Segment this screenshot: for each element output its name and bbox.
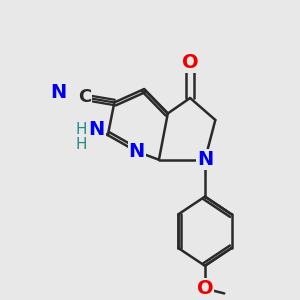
Text: H: H xyxy=(76,136,87,152)
Text: N: N xyxy=(128,142,145,161)
Text: N: N xyxy=(88,120,105,139)
Text: N: N xyxy=(197,150,213,169)
Text: O: O xyxy=(196,279,213,298)
Text: H: H xyxy=(76,122,87,137)
Text: C: C xyxy=(78,88,91,106)
Text: O: O xyxy=(182,53,198,72)
Text: N: N xyxy=(50,83,67,102)
